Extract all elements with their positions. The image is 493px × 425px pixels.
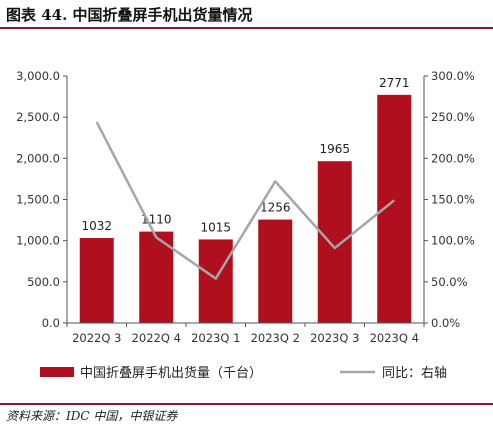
bar-data-label: 1032 — [81, 219, 112, 233]
line-layer — [95, 121, 396, 280]
legend-line-label: 同比：右轴 — [382, 366, 447, 381]
page-title: 图表 44. 中国折叠屏手机出货量情况 — [6, 6, 253, 24]
x-tick-label: 2023Q 4 — [370, 331, 419, 345]
x-tick-label: 2022Q 4 — [132, 331, 181, 345]
right-tick-label: 0.0% — [431, 316, 460, 330]
bar-2023Q2 — [258, 219, 293, 323]
left-tick-label: 1,000.0 — [16, 234, 60, 248]
bar-2023Q1 — [198, 239, 233, 323]
right-tick-label: 100.0% — [431, 234, 475, 248]
x-tick-label: 2022Q 3 — [72, 331, 121, 345]
right-tick-label: 200.0% — [431, 151, 475, 165]
right-tick-label: 50.0% — [431, 275, 468, 289]
bars-layer — [79, 94, 412, 323]
x-tick-label: 2023Q 3 — [310, 331, 359, 345]
left-tick-label: 1,500.0 — [16, 193, 60, 207]
bar-data-label: 1965 — [319, 142, 350, 156]
title-rule — [0, 27, 493, 29]
x-tick-label: 2023Q 1 — [191, 331, 240, 345]
bar-data-label: 2771 — [379, 76, 410, 90]
bar-2022Q3 — [79, 238, 114, 323]
left-tick-label: 0.0 — [42, 316, 60, 330]
legend: 中国折叠屏手机出货量（千台） 同比：右轴 — [40, 365, 447, 381]
bar-data-label: 1015 — [200, 220, 231, 234]
left-tick-label: 3,000.0 — [16, 69, 60, 83]
right-tick-label: 250.0% — [431, 110, 475, 124]
source-rule — [0, 403, 493, 405]
source-note: 资料来源：IDC 中国，中银证券 — [6, 409, 178, 423]
x-tick-label: 2023Q 2 — [251, 331, 300, 345]
bar-data-label: 1256 — [260, 201, 291, 215]
yoy-line — [95, 121, 396, 280]
legend-bar-label: 中国折叠屏手机出货量（千台） — [80, 365, 262, 381]
bar-2023Q3 — [317, 161, 352, 323]
left-tick-label: 2,500.0 — [16, 110, 60, 124]
axes-layer: 0.0 500.0 1,000.0 1,500.0 2,000.0 2,500.0 3,00… — [16, 69, 475, 345]
right-tick-label: 300.0% — [431, 69, 475, 83]
right-tick-label: 150.0% — [431, 193, 475, 207]
legend-bar-swatch — [40, 367, 74, 377]
bar-2022Q4 — [139, 231, 174, 323]
left-tick-label: 500.0 — [27, 275, 60, 289]
left-tick-label: 2,000.0 — [16, 151, 60, 165]
